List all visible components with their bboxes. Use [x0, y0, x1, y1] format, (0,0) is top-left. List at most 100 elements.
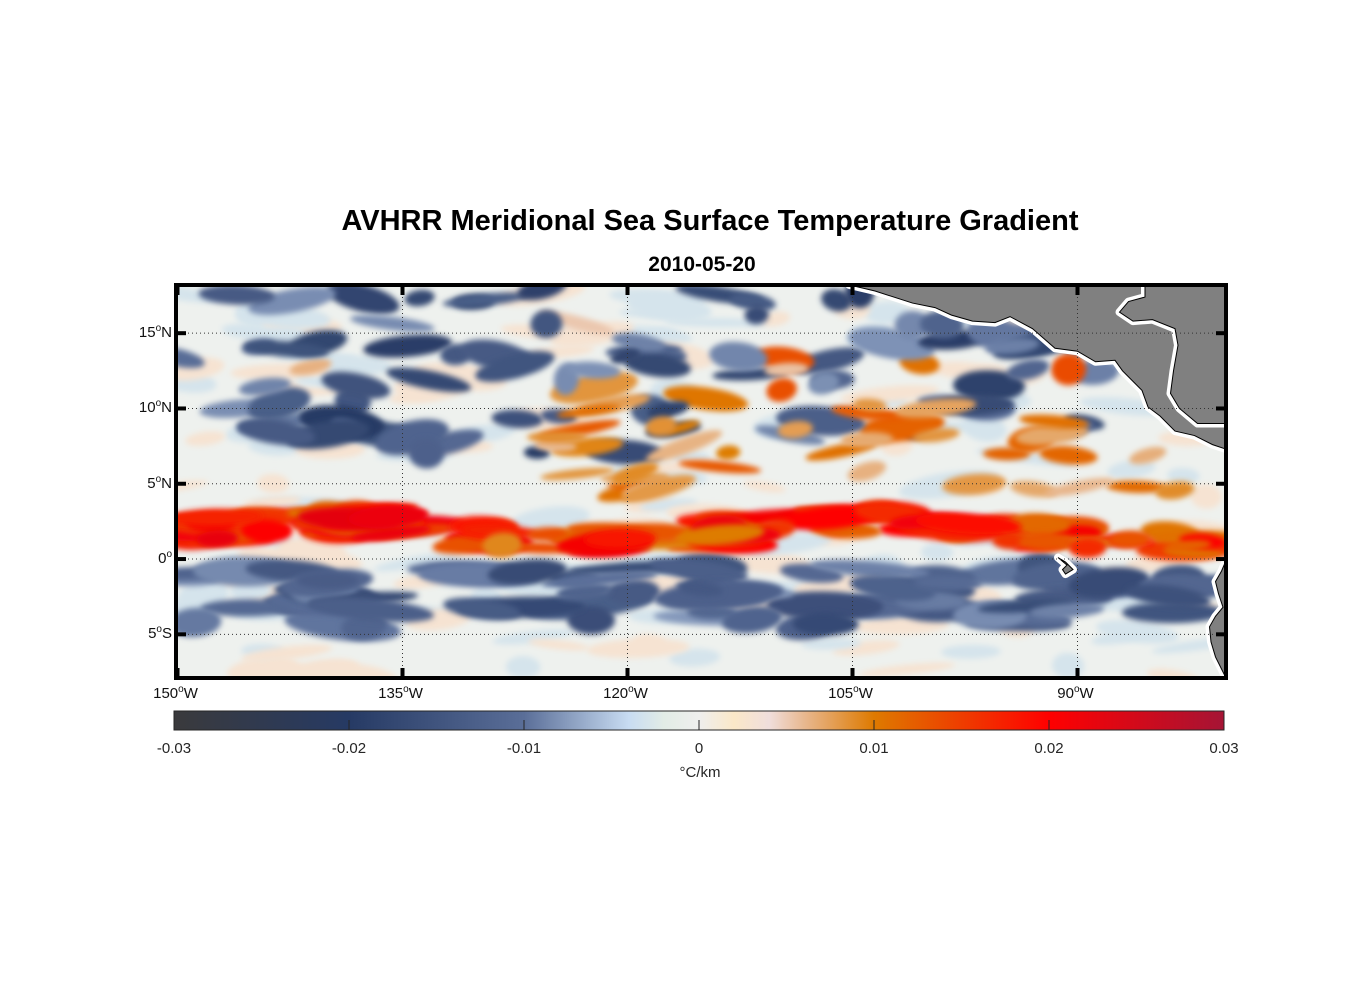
y-tick-label: 10oN — [138, 398, 172, 417]
positive-gradient-patch — [942, 473, 1007, 496]
positive-gradient-patch — [351, 525, 432, 541]
galapagos-islands — [1057, 557, 1074, 575]
positive-gradient-patch — [764, 362, 809, 377]
positive-gradient-patch — [289, 358, 332, 376]
positive-gradient-patch — [1166, 539, 1212, 552]
negative-gradient-patch — [618, 307, 699, 319]
positive-gradient-patch — [257, 473, 290, 494]
positive-gradient-patch — [678, 460, 762, 474]
negative-gradient-patch — [1107, 459, 1156, 479]
negative-gradient-patch — [610, 348, 640, 364]
negative-gradient-patch — [487, 559, 567, 585]
negative-gradient-patch — [647, 400, 690, 419]
positive-gradient-patch — [1108, 530, 1151, 549]
negative-gradient-patch — [248, 286, 336, 315]
negative-gradient-patch — [326, 285, 400, 315]
y-tick-label: 15oN — [138, 323, 172, 342]
negative-gradient-patch — [1096, 620, 1179, 644]
x-tick-label: 135oW — [378, 684, 423, 702]
positive-gradient-patch — [584, 529, 656, 549]
positive-gradient-patch — [743, 480, 786, 493]
positive-gradient-patch — [1044, 477, 1114, 497]
positive-gradient-patch — [550, 321, 635, 348]
axis-ticks — [175, 285, 1226, 678]
negative-gradient-patch — [442, 292, 528, 308]
positive-gradient-patch — [1015, 423, 1089, 445]
negative-gradient-patch — [510, 506, 590, 533]
negative-gradient-patch — [404, 289, 435, 307]
negative-gradient-patch — [321, 371, 391, 399]
positive-gradient-patch — [1018, 532, 1074, 551]
negative-gradient-patch — [408, 438, 445, 469]
central-america-landmass — [849, 285, 1226, 450]
y-tick-label: 5oS — [148, 624, 172, 643]
negative-gradient-patch — [1167, 467, 1200, 484]
negative-gradient-patch — [821, 289, 852, 312]
negative-gradient-patch — [176, 285, 218, 303]
positive-gradient-patch — [241, 519, 292, 543]
colorbar-units-label: °C/km — [679, 764, 721, 781]
negative-gradient-patch — [565, 361, 621, 379]
negative-gradient-patch — [475, 351, 555, 382]
negative-gradient-patch — [606, 579, 661, 605]
negative-gradient-patch — [663, 317, 767, 328]
positive-gradient-patch — [1190, 484, 1222, 509]
negative-gradient-patch — [296, 571, 359, 590]
x-tick-label: 120oW — [603, 684, 648, 702]
negative-gradient-patch — [198, 285, 275, 305]
negative-gradient-patch — [517, 285, 568, 301]
negative-gradient-patch — [675, 581, 724, 597]
positive-gradient-patch — [832, 640, 900, 656]
colorbar-tick-label: 0.02 — [1034, 740, 1064, 757]
negative-gradient-patch — [178, 581, 229, 608]
positive-gradient-patch — [853, 398, 887, 412]
positive-gradient-patch — [461, 524, 538, 539]
x-tick-label: 150oW — [153, 684, 198, 702]
positive-gradient-patch — [527, 527, 569, 542]
colorbar-tick-label: 0.03 — [1209, 740, 1239, 757]
negative-gradient-patch — [811, 559, 930, 579]
positive-gradient-patch — [196, 530, 239, 548]
colorbar-tick-label: -0.02 — [331, 740, 367, 757]
negative-gradient-patch — [962, 414, 1007, 442]
negative-gradient-patch — [808, 372, 840, 395]
map-frame — [174, 283, 1228, 680]
negative-gradient-patch — [744, 305, 769, 325]
chart-title: AVHRR Meridional Sea Surface Temperature… — [341, 205, 1079, 237]
negative-gradient-patch — [669, 648, 721, 667]
negative-gradient-patch — [373, 552, 462, 572]
positive-gradient-patch — [992, 532, 1029, 550]
negative-gradient-patch — [243, 340, 329, 358]
positive-gradient-patch — [526, 431, 587, 443]
x-tick-label: 105oW — [828, 684, 873, 702]
y-tick-label: 5oN — [147, 473, 172, 492]
landmasses — [845, 285, 1226, 678]
negative-gradient-patch — [985, 337, 1040, 355]
positive-gradient-patch — [912, 428, 960, 443]
colorbar-tick-label: 0.01 — [859, 740, 889, 757]
positive-gradient-patch — [982, 447, 1030, 461]
positive-gradient-patch — [556, 404, 621, 418]
negative-gradient-patch — [1126, 584, 1211, 609]
negative-gradient-patch — [236, 418, 316, 446]
y-tick-label: 0o — [158, 549, 172, 568]
negative-gradient-patch — [200, 599, 292, 617]
south-america-landmass — [1208, 560, 1226, 678]
map-area — [176, 285, 1226, 678]
negative-gradient-patch — [844, 285, 875, 309]
positive-gradient-patch — [621, 474, 696, 503]
negative-gradient-patch — [709, 341, 768, 372]
negative-gradient-patch — [729, 292, 776, 311]
negative-gradient-patch — [505, 656, 541, 678]
negative-gradient-patch — [491, 409, 544, 429]
positive-gradient-patch — [1039, 445, 1098, 465]
caribbean-coast-landmass — [1118, 285, 1226, 425]
negative-gradient-patch — [238, 377, 292, 396]
positive-gradient-patch — [778, 420, 813, 439]
positive-gradient-patch — [1155, 481, 1195, 500]
positive-gradient-patch — [540, 467, 614, 480]
colorbar-tick-label: -0.03 — [156, 740, 192, 757]
positive-gradient-patch — [895, 398, 977, 418]
positive-gradient-patch — [1018, 414, 1089, 429]
